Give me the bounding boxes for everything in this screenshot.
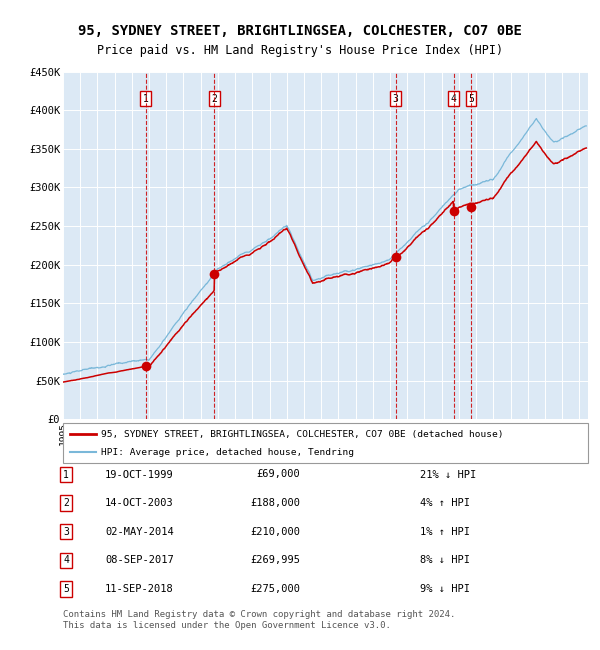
Text: 4% ↑ HPI: 4% ↑ HPI	[420, 498, 470, 508]
Text: 19-OCT-1999: 19-OCT-1999	[105, 469, 174, 480]
Text: 11-SEP-2018: 11-SEP-2018	[105, 584, 174, 594]
Text: £275,000: £275,000	[250, 584, 300, 594]
Text: 21% ↓ HPI: 21% ↓ HPI	[420, 469, 476, 480]
Text: 08-SEP-2017: 08-SEP-2017	[105, 555, 174, 566]
Text: 5: 5	[468, 94, 474, 103]
Text: 3: 3	[63, 526, 69, 537]
Text: 02-MAY-2014: 02-MAY-2014	[105, 526, 174, 537]
Text: 1: 1	[63, 469, 69, 480]
Text: £188,000: £188,000	[250, 498, 300, 508]
Text: 3: 3	[393, 94, 398, 103]
Text: £210,000: £210,000	[250, 526, 300, 537]
Text: £269,995: £269,995	[250, 555, 300, 566]
Text: 5: 5	[63, 584, 69, 594]
Text: HPI: Average price, detached house, Tendring: HPI: Average price, detached house, Tend…	[101, 448, 354, 457]
Text: 4: 4	[63, 555, 69, 566]
Text: Contains HM Land Registry data © Crown copyright and database right 2024.: Contains HM Land Registry data © Crown c…	[63, 610, 455, 619]
Text: 1% ↑ HPI: 1% ↑ HPI	[420, 526, 470, 537]
Text: 2: 2	[63, 498, 69, 508]
Text: 9% ↓ HPI: 9% ↓ HPI	[420, 584, 470, 594]
Text: 95, SYDNEY STREET, BRIGHTLINGSEA, COLCHESTER, CO7 0BE: 95, SYDNEY STREET, BRIGHTLINGSEA, COLCHE…	[78, 24, 522, 38]
Text: 14-OCT-2003: 14-OCT-2003	[105, 498, 174, 508]
Text: 8% ↓ HPI: 8% ↓ HPI	[420, 555, 470, 566]
Text: £69,000: £69,000	[256, 469, 300, 480]
Text: Price paid vs. HM Land Registry's House Price Index (HPI): Price paid vs. HM Land Registry's House …	[97, 44, 503, 57]
Text: 1: 1	[143, 94, 149, 103]
Text: This data is licensed under the Open Government Licence v3.0.: This data is licensed under the Open Gov…	[63, 621, 391, 630]
Text: 2: 2	[211, 94, 217, 103]
Text: 95, SYDNEY STREET, BRIGHTLINGSEA, COLCHESTER, CO7 0BE (detached house): 95, SYDNEY STREET, BRIGHTLINGSEA, COLCHE…	[101, 430, 503, 439]
Text: 4: 4	[451, 94, 457, 103]
